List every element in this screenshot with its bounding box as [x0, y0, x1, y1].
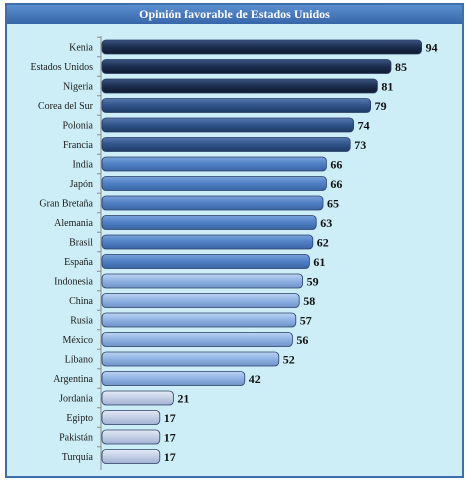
category-label: Indonesia — [54, 277, 93, 288]
bar — [101, 156, 327, 172]
bar — [101, 39, 423, 55]
category-label: Pakistán — [59, 433, 93, 444]
category-label: Argentina — [53, 374, 93, 385]
value-labels: 9485817974736666656362615958575652422117… — [164, 41, 438, 465]
chart-title: Opinión favorable de Estados Unidos — [7, 5, 462, 24]
category-label: India — [72, 160, 93, 171]
category-label: México — [62, 335, 93, 346]
category-label: Polonia — [62, 121, 93, 132]
category-label: Estados Unidos — [31, 62, 94, 73]
bar — [101, 195, 324, 211]
value-label: 17 — [164, 431, 176, 445]
bar — [101, 234, 314, 250]
category-label: Líbano — [65, 355, 93, 366]
value-label: 57 — [300, 314, 312, 328]
bar — [101, 98, 372, 113]
category-label: Brasil — [69, 238, 93, 249]
bar — [101, 293, 300, 308]
value-label: 74 — [358, 119, 370, 133]
value-label: 73 — [354, 138, 366, 152]
value-label: 56 — [296, 333, 308, 347]
category-label: Kenia — [69, 43, 93, 54]
value-label: 17 — [164, 411, 176, 425]
category-labels: Kenia Estados Unidos Nigeria Corea del Sur P… — [31, 43, 94, 464]
category-label: España — [64, 257, 93, 268]
category-label: Nigeria — [63, 82, 94, 93]
bar — [101, 312, 297, 328]
value-label: 58 — [303, 294, 315, 308]
value-label: 59 — [307, 275, 319, 289]
category-label: China — [69, 296, 93, 307]
value-label: 63 — [320, 216, 332, 230]
category-label: Corea del Sur — [38, 101, 94, 112]
category-label: Francia — [63, 140, 94, 151]
bar — [101, 176, 327, 191]
category-label: Egipto — [66, 413, 93, 424]
value-label: 21 — [177, 392, 189, 406]
bar — [101, 215, 317, 230]
category-label: Gran Bretaña — [39, 199, 93, 210]
value-label: 66 — [330, 158, 342, 172]
bar — [101, 254, 310, 269]
value-label: 79 — [375, 99, 387, 113]
bars — [101, 39, 423, 464]
value-label: 61 — [313, 255, 325, 269]
category-label: Alemania — [54, 218, 93, 229]
bar — [101, 449, 161, 464]
value-label: 94 — [426, 41, 438, 55]
value-label: 66 — [330, 177, 342, 191]
category-label: Japón — [70, 179, 93, 190]
value-label: 52 — [283, 353, 295, 367]
bar — [101, 273, 304, 289]
value-label: 65 — [327, 197, 339, 211]
bar — [101, 410, 161, 425]
category-label: Turquía — [62, 452, 94, 463]
bar — [101, 137, 351, 152]
value-label: 85 — [395, 60, 407, 74]
bar — [101, 390, 174, 406]
bar — [101, 351, 280, 367]
bar — [101, 117, 355, 133]
value-label: 42 — [249, 372, 261, 386]
bar — [101, 78, 378, 94]
y-axis-ticks — [97, 36, 101, 448]
value-label: 81 — [381, 80, 393, 94]
category-label: Rusia — [70, 316, 93, 327]
value-label: 62 — [317, 236, 329, 250]
category-label: Jordania — [59, 394, 93, 405]
bar — [101, 332, 293, 347]
value-label: 17 — [164, 450, 176, 464]
bar — [101, 371, 246, 386]
bar — [101, 429, 161, 445]
bar — [101, 59, 392, 74]
